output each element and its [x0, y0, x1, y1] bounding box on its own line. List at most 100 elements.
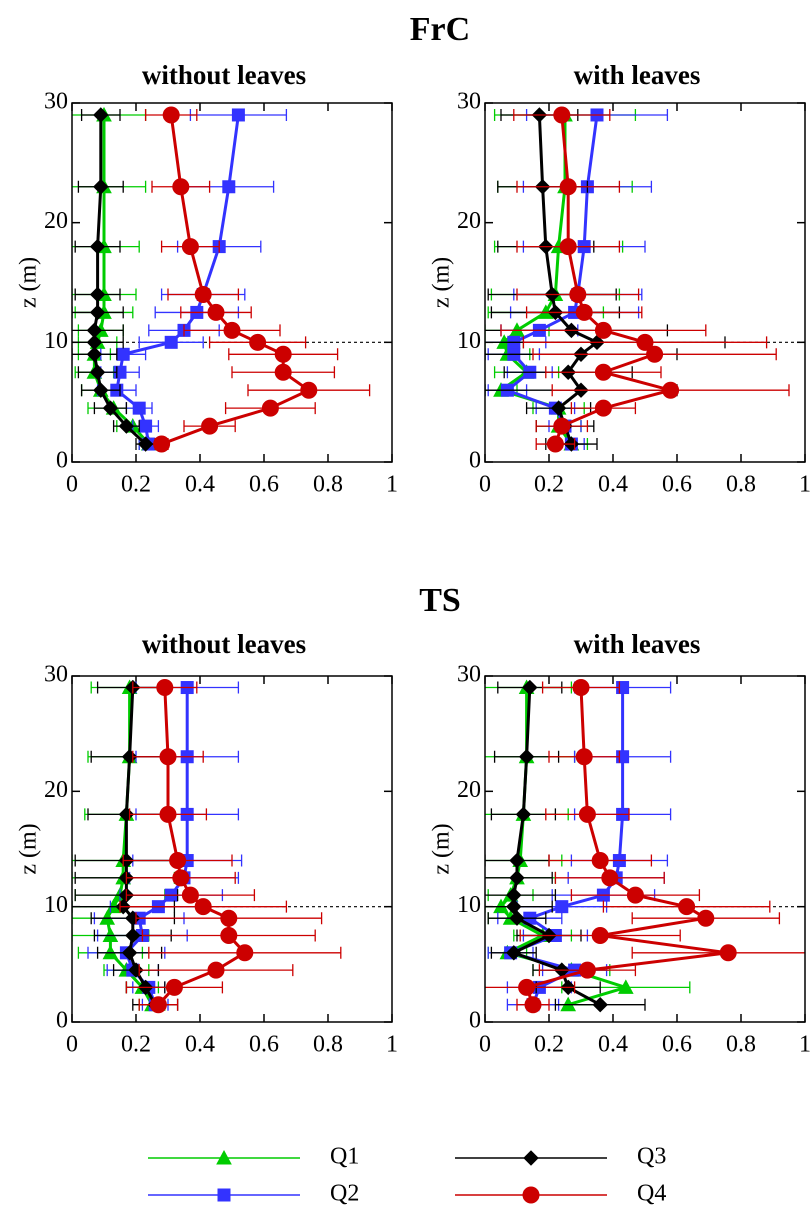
x-tick-label: 0.8 [726, 472, 756, 498]
marker [509, 910, 525, 926]
marker [164, 335, 178, 349]
marker [261, 399, 279, 417]
x-tick-label: 0.8 [313, 1032, 343, 1058]
legend-label: Q3 [637, 1144, 666, 1170]
x-tick-label: 0.4 [598, 472, 628, 498]
y-tick-label: 30 [457, 662, 481, 688]
y-tick-label: 20 [44, 208, 68, 234]
marker [578, 805, 596, 823]
marker [559, 178, 577, 196]
plot-area [485, 679, 805, 1014]
legend-marker [523, 1150, 539, 1166]
marker [156, 679, 174, 697]
marker [86, 346, 103, 363]
marker [697, 909, 715, 927]
x-tick-label: 0.6 [662, 1032, 692, 1058]
marker [86, 322, 103, 339]
marker [522, 679, 538, 696]
x-tick-label: 0.2 [534, 472, 564, 498]
legend-label: Q1 [330, 1144, 359, 1170]
marker [518, 749, 535, 765]
panel-title: with leaves [574, 629, 701, 659]
legend-marker [216, 1149, 232, 1165]
marker [591, 927, 609, 944]
marker [553, 417, 571, 435]
legend-marker [522, 1186, 540, 1204]
marker [236, 944, 254, 962]
marker [89, 286, 106, 303]
marker [132, 401, 146, 415]
y-tick-label: 0 [56, 1008, 68, 1034]
marker [86, 334, 103, 351]
x-tick-label: 1 [799, 472, 810, 498]
y-axis-label: z (m) [16, 823, 42, 874]
legend-label: Q2 [330, 1181, 359, 1207]
marker [646, 345, 664, 363]
panel-title: with leaves [574, 60, 701, 90]
x-tick-label: 0 [66, 472, 78, 498]
series-line [124, 687, 189, 1006]
y-tick-label: 10 [44, 892, 68, 918]
marker [601, 869, 619, 887]
x-tick-label: 0 [479, 1032, 491, 1058]
x-tick-label: 0.6 [662, 472, 692, 498]
y-axis-label: z (m) [429, 823, 455, 874]
marker [515, 806, 532, 823]
marker [636, 333, 654, 351]
marker [591, 852, 609, 870]
marker [121, 945, 138, 961]
marker [181, 886, 199, 904]
marker [678, 898, 696, 916]
x-tick-label: 1 [386, 472, 398, 498]
series-line [524, 687, 729, 1006]
plot-area [72, 106, 371, 453]
y-tick-label: 30 [457, 89, 481, 115]
marker [89, 304, 106, 321]
marker [559, 238, 577, 256]
y-tick-label: 20 [44, 777, 68, 803]
series-line [553, 114, 677, 445]
marker [592, 996, 608, 1013]
y-tick-label: 20 [457, 777, 481, 803]
marker [172, 869, 190, 887]
x-tick-label: 0.6 [249, 472, 279, 498]
marker [194, 898, 212, 916]
marker [578, 961, 596, 979]
marker [207, 961, 225, 979]
marker [550, 400, 567, 416]
x-tick-label: 0.6 [249, 1032, 279, 1058]
y-tick-label: 0 [56, 448, 68, 474]
marker [249, 333, 267, 351]
marker [116, 347, 130, 361]
section-title: TS [419, 582, 461, 619]
marker [159, 805, 177, 823]
y-tick-label: 10 [44, 328, 68, 354]
marker [546, 435, 564, 453]
marker [572, 679, 590, 697]
marker [194, 285, 212, 303]
y-tick-label: 10 [457, 892, 481, 918]
x-tick-label: 0.8 [726, 1032, 756, 1058]
x-tick-label: 0 [66, 1032, 78, 1058]
marker [509, 852, 525, 869]
legend-label: Q4 [637, 1181, 666, 1207]
marker [506, 945, 522, 961]
panel-title: without leaves [142, 60, 306, 90]
x-tick-label: 0.4 [185, 472, 215, 498]
marker [137, 436, 154, 452]
marker [223, 321, 241, 339]
x-tick-label: 0.2 [534, 1032, 564, 1058]
marker [617, 979, 634, 994]
plot-frame [484, 102, 806, 463]
marker [274, 345, 292, 363]
marker [506, 887, 522, 903]
marker [93, 107, 109, 123]
panel-title: without leaves [142, 629, 306, 659]
marker [594, 363, 612, 381]
marker [506, 898, 522, 915]
y-tick-label: 20 [457, 208, 481, 234]
marker [626, 886, 644, 904]
marker [662, 381, 680, 399]
